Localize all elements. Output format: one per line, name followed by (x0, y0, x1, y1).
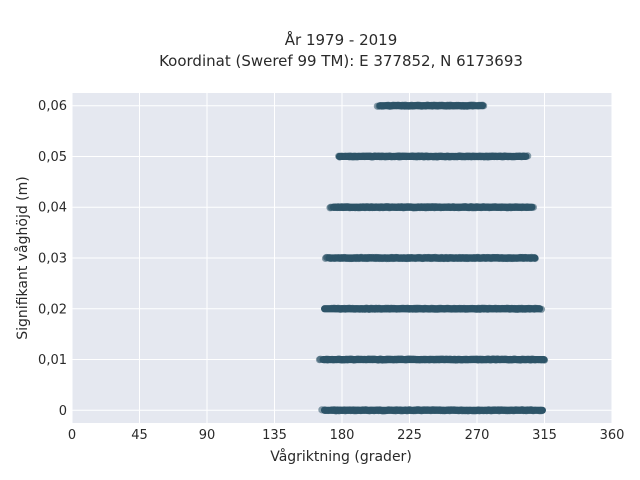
y-tick-labels: 0 0,01 0,02 0,03 0,04 0,05 0,06 (38, 99, 67, 419)
data-point (540, 356, 549, 364)
y-tick-label: 0,04 (38, 201, 67, 216)
scatter-band (373, 101, 488, 110)
x-tick-label: 360 (600, 428, 625, 443)
data-point (524, 152, 532, 160)
scatter-band (321, 304, 546, 313)
data-point (537, 305, 546, 313)
data-point (531, 254, 539, 263)
data-point (480, 102, 488, 110)
x-tick-label: 135 (262, 428, 287, 443)
data-point (537, 407, 546, 415)
x-tick-labels: 0 45 90 135 180 225 270 315 360 (68, 428, 625, 443)
x-axis-label: Vågriktning (grader) (270, 448, 412, 465)
x-tick-label: 0 (68, 428, 76, 443)
y-tick-label: 0,02 (38, 302, 67, 317)
y-tick-label: 0,05 (38, 150, 67, 165)
x-tick-label: 270 (465, 428, 490, 443)
scatter-band (326, 203, 538, 212)
y-tick-label: 0,03 (38, 252, 67, 267)
x-tick-label: 315 (532, 428, 557, 443)
x-tick-label: 180 (330, 428, 355, 443)
data-point (529, 203, 538, 211)
scatter-band (335, 152, 532, 161)
y-axis-label: Signifikant våghöjd (m) (14, 176, 31, 339)
x-tick-label: 45 (131, 428, 148, 443)
data-points (315, 101, 549, 415)
x-tick-label: 225 (397, 428, 422, 443)
scatter-band (315, 355, 549, 364)
scatter-band (318, 406, 546, 415)
x-tick-label: 90 (199, 428, 216, 443)
chart-subtitle: Koordinat (Sweref 99 TM): E 377852, N 61… (159, 52, 523, 70)
y-tick-label: 0 (59, 404, 67, 419)
y-tick-label: 0,06 (38, 99, 67, 114)
data-point (524, 203, 532, 212)
scatter-band (321, 253, 539, 263)
y-tick-label: 0,01 (38, 353, 67, 368)
chart-title: År 1979 - 2019 (285, 30, 398, 49)
